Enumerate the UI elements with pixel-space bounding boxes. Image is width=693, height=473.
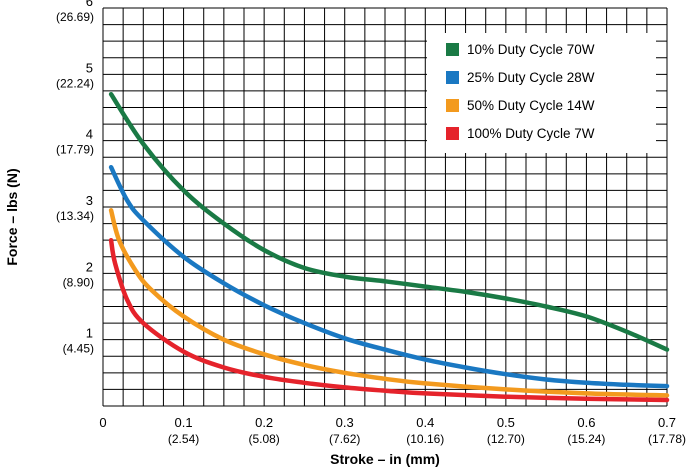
x-tick-label: 0.5 [497, 415, 515, 430]
x-tick-sublabel: (12.70) [487, 432, 525, 446]
x-axis-label: Stroke – in (mm) [330, 451, 440, 467]
x-tick-sublabel: (5.08) [248, 432, 279, 446]
y-tick-sublabel: (8.90) [63, 275, 94, 289]
series-line-1 [108, 91, 670, 352]
legend-entry-label: 25% Duty Cycle 28W [467, 70, 595, 85]
legend-swatch [446, 127, 459, 140]
y-tick-sublabel: (26.69) [56, 10, 94, 24]
x-tick-label: 0.2 [255, 415, 273, 430]
legend-box [427, 33, 656, 153]
legend-swatch [446, 99, 459, 112]
x-tick-label: 0.4 [416, 415, 434, 430]
legend-entry-label: 10% Duty Cycle 70W [467, 42, 595, 57]
x-tick-label: 0.1 [175, 415, 193, 430]
chart-legend: 10% Duty Cycle 70W 25% Duty Cycle 28W 50% … [427, 33, 656, 153]
y-tick-sublabel: (22.24) [56, 76, 94, 90]
y-tick-label: 5 [86, 60, 93, 75]
x-tick-sublabel: (7.62) [329, 432, 360, 446]
legend-entry-label: 100% Duty Cycle 7W [467, 126, 595, 141]
y-tick-label: 2 [86, 259, 93, 274]
legend-swatch [446, 71, 459, 84]
legend-swatch [446, 43, 459, 56]
x-tick-label: 0 [99, 415, 106, 430]
y-tick-label: 6 [86, 0, 93, 9]
x-tick-sublabel: (10.16) [406, 432, 444, 446]
y-tick-sublabel: (4.45) [63, 342, 94, 356]
y-tick-sublabel: (13.34) [56, 209, 94, 223]
x-tick-sublabel: (2.54) [168, 432, 199, 446]
y-tick-label: 3 [86, 193, 93, 208]
y-tick-label: 4 [86, 127, 93, 142]
chart-series-group [108, 91, 670, 403]
series-line-3 [108, 208, 670, 398]
y-tick-label: 1 [86, 326, 93, 341]
series-line-4 [108, 237, 670, 403]
x-tick-label: 0.3 [336, 415, 354, 430]
x-tick-label: 0.6 [577, 415, 595, 430]
series-line-2 [108, 164, 670, 389]
x-tick-label: 0.7 [658, 415, 676, 430]
y-axis-label: Force – lbs (N) [4, 168, 20, 265]
y-tick-sublabel: (17.79) [56, 143, 94, 157]
x-tick-sublabel: (15.24) [567, 432, 605, 446]
x-tick-sublabel: (17.78) [648, 432, 686, 446]
chart-ticks: 0 0.1 (2.54) 0.2 (5.08) 0.3 (7.62) 0.4 (10.16) 0.… [56, 0, 686, 446]
legend-entry-label: 50% Duty Cycle 14W [467, 98, 595, 113]
